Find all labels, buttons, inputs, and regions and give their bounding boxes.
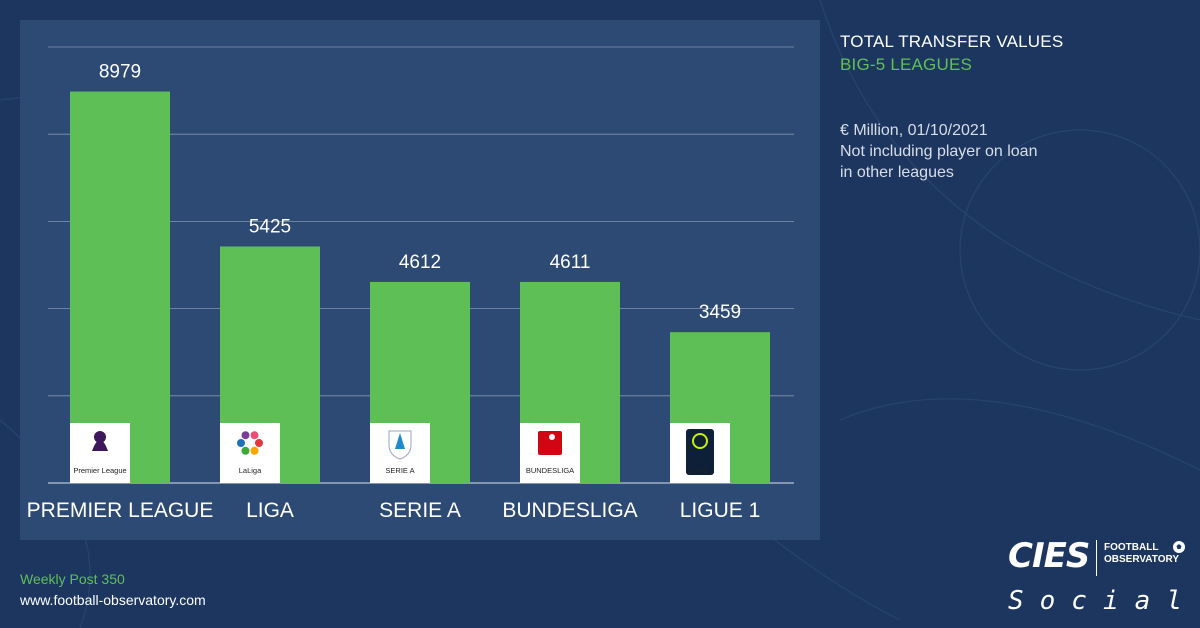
category-label: LIGUE 1 xyxy=(680,499,761,522)
laliga-badge-icon xyxy=(241,446,250,455)
logo-caption: LaLiga xyxy=(239,466,262,475)
cies-logo: CIES xyxy=(1008,536,1090,576)
ligue-1-ring-icon xyxy=(692,433,708,449)
data-label: 5425 xyxy=(249,216,291,237)
data-label: 4612 xyxy=(399,252,441,273)
laliga-badge-icon xyxy=(250,446,259,455)
laliga-badge-icon xyxy=(255,439,263,447)
weekly-post-label: Weekly Post 350 xyxy=(20,571,125,587)
logo-caption: Premier League xyxy=(73,466,126,475)
logo-caption: BUNDESLIGA xyxy=(526,466,574,475)
chart-title: TOTAL TRANSFER VALUES xyxy=(840,32,1064,51)
bundesliga-player-icon xyxy=(538,431,562,455)
category-label: LIGA xyxy=(246,499,294,522)
serie-a-mark-icon xyxy=(395,433,405,449)
website-link[interactable]: www.football-observatory.com xyxy=(20,592,206,608)
loan-note-line-1: Not including player on loan xyxy=(840,143,1038,160)
serie-a-shield-icon xyxy=(388,430,412,460)
data-label: 4611 xyxy=(550,252,591,273)
chart-subtitle: BIG-5 LEAGUES xyxy=(840,55,973,74)
premier-league-lion-icon xyxy=(92,440,108,451)
brand-sub-line-2: OBSERVATORY xyxy=(1104,554,1180,565)
laliga-badge-icon xyxy=(237,439,245,447)
bar-chart: 8979 Premier League PREMIER LEAGUE 5425 LaLi… xyxy=(27,46,794,522)
brand-divider xyxy=(1096,540,1097,576)
laliga-badge-icon xyxy=(250,431,259,440)
cies-brand: CIES FOOTBALL OBSERVATORY Social xyxy=(1008,536,1188,616)
data-label: 8979 xyxy=(99,62,141,83)
category-label: BUNDESLIGA xyxy=(502,499,637,522)
category-label: PREMIER LEAGUE xyxy=(27,499,214,522)
soccer-ball-icon xyxy=(1173,541,1185,553)
laliga-badge-logo-tile xyxy=(220,423,280,483)
loan-note-line-2: in other leagues xyxy=(840,164,954,181)
bundesliga-ball-icon xyxy=(549,434,555,440)
social-label: Social xyxy=(1008,586,1198,616)
laliga-badge-icon xyxy=(241,431,250,440)
unit-note: € Million, 01/10/2021 xyxy=(840,122,988,139)
category-label: SERIE A xyxy=(379,499,461,522)
logo-caption: SERIE A xyxy=(385,466,414,475)
bar xyxy=(70,91,170,484)
data-label: 3459 xyxy=(699,302,741,323)
logo-caption: LIGUE 1 xyxy=(686,466,715,475)
brand-subtitle: FOOTBALL OBSERVATORY xyxy=(1104,542,1179,566)
brand-sub-line-1: FOOTBALL xyxy=(1104,542,1159,553)
chart-panel: 8979 Premier League PREMIER LEAGUE 5425 LaLi… xyxy=(20,20,820,540)
premier-league-crown-icon xyxy=(94,431,106,443)
